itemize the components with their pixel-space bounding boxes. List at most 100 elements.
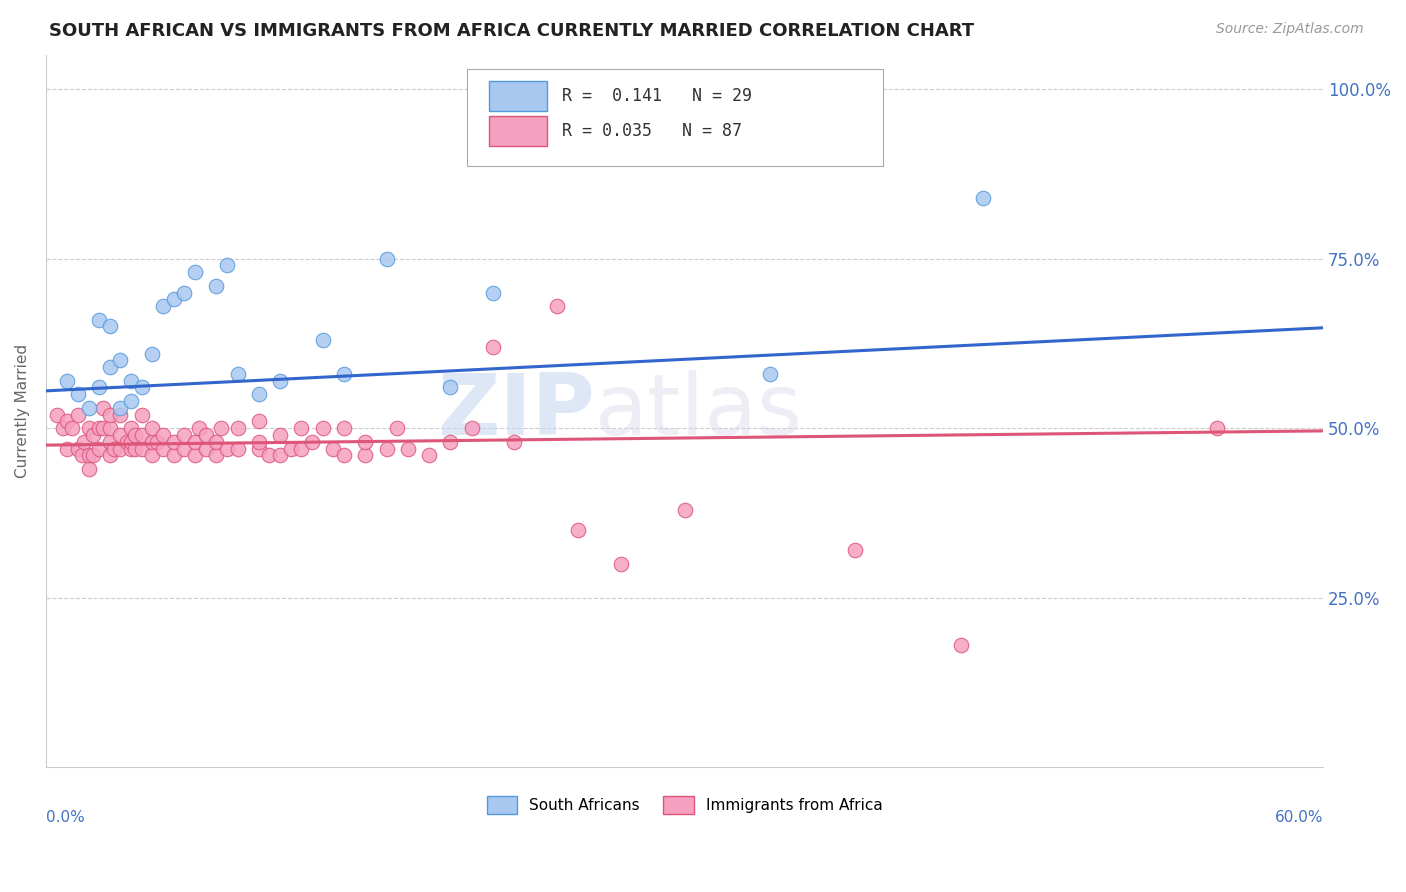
Point: [89, 421, 111, 435]
Point: [333, 421, 356, 435]
Point: [56, 442, 79, 456]
Point: [77, 448, 100, 462]
Point: [89, 380, 111, 394]
Text: atlas: atlas: [595, 369, 803, 453]
Point: [269, 374, 291, 388]
Point: [188, 421, 211, 435]
Point: [103, 442, 125, 456]
Point: [152, 428, 174, 442]
Point: [52, 421, 75, 435]
Point: [439, 380, 461, 394]
Point: [141, 434, 163, 449]
Text: Source: ZipAtlas.com: Source: ZipAtlas.com: [1216, 22, 1364, 37]
Point: [98, 421, 121, 435]
Text: SOUTH AFRICAN VS IMMIGRANTS FROM AFRICA CURRENTLY MARRIED CORRELATION CHART: SOUTH AFRICAN VS IMMIGRANTS FROM AFRICA …: [49, 22, 974, 40]
Point: [972, 190, 994, 204]
Point: [56, 414, 79, 428]
Text: R = 0.035   N = 87: R = 0.035 N = 87: [562, 122, 742, 140]
Point: [312, 333, 335, 347]
Point: [184, 434, 207, 449]
FancyBboxPatch shape: [467, 70, 883, 166]
Point: [110, 442, 132, 456]
Point: [567, 523, 589, 537]
Point: [93, 421, 115, 435]
Point: [66, 442, 89, 456]
Point: [290, 421, 312, 435]
Point: [152, 442, 174, 456]
Point: [120, 374, 142, 388]
Point: [844, 543, 866, 558]
Point: [184, 448, 207, 462]
Point: [439, 434, 461, 449]
Point: [124, 442, 146, 456]
Point: [120, 434, 142, 449]
Point: [194, 428, 217, 442]
Point: [396, 442, 419, 456]
Point: [609, 557, 631, 571]
Point: [77, 421, 100, 435]
Point: [70, 448, 93, 462]
Text: 0.0%: 0.0%: [46, 810, 84, 825]
Point: [141, 421, 163, 435]
Point: [120, 442, 142, 456]
Point: [333, 367, 356, 381]
Point: [205, 448, 228, 462]
Point: [226, 367, 249, 381]
Point: [482, 340, 505, 354]
Point: [758, 367, 780, 381]
Point: [131, 428, 153, 442]
Text: R =  0.141   N = 29: R = 0.141 N = 29: [562, 87, 752, 105]
Point: [482, 285, 505, 300]
Legend: South Africans, Immigrants from Africa: South Africans, Immigrants from Africa: [481, 790, 889, 820]
Point: [66, 408, 89, 422]
Point: [290, 442, 312, 456]
Point: [173, 442, 195, 456]
Point: [950, 638, 973, 652]
FancyBboxPatch shape: [489, 116, 547, 146]
Point: [110, 401, 132, 415]
Point: [280, 442, 302, 456]
Point: [312, 421, 335, 435]
Point: [173, 428, 195, 442]
Point: [354, 448, 377, 462]
Point: [184, 265, 207, 279]
Point: [98, 434, 121, 449]
Point: [269, 448, 291, 462]
Point: [98, 360, 121, 375]
Point: [98, 408, 121, 422]
Point: [673, 502, 696, 516]
Point: [163, 448, 186, 462]
Point: [124, 428, 146, 442]
Point: [194, 442, 217, 456]
Point: [73, 434, 96, 449]
Point: [93, 401, 115, 415]
Point: [131, 442, 153, 456]
FancyBboxPatch shape: [489, 81, 547, 112]
Point: [60, 421, 83, 435]
Point: [333, 448, 356, 462]
Point: [226, 421, 249, 435]
Point: [131, 408, 153, 422]
Point: [209, 421, 232, 435]
Point: [66, 387, 89, 401]
Y-axis label: Currently Married: Currently Married: [15, 344, 30, 478]
Point: [247, 434, 270, 449]
Point: [385, 421, 408, 435]
Point: [247, 387, 270, 401]
Point: [145, 434, 167, 449]
Point: [215, 259, 238, 273]
Point: [77, 462, 100, 476]
Point: [205, 434, 228, 449]
Point: [110, 428, 132, 442]
Text: 60.0%: 60.0%: [1275, 810, 1323, 825]
Point: [226, 442, 249, 456]
Point: [77, 401, 100, 415]
Point: [215, 442, 238, 456]
Point: [546, 299, 568, 313]
Point: [89, 312, 111, 326]
Point: [259, 448, 281, 462]
Point: [1205, 421, 1227, 435]
Point: [460, 421, 482, 435]
Text: ZIP: ZIP: [437, 369, 595, 453]
Point: [141, 448, 163, 462]
